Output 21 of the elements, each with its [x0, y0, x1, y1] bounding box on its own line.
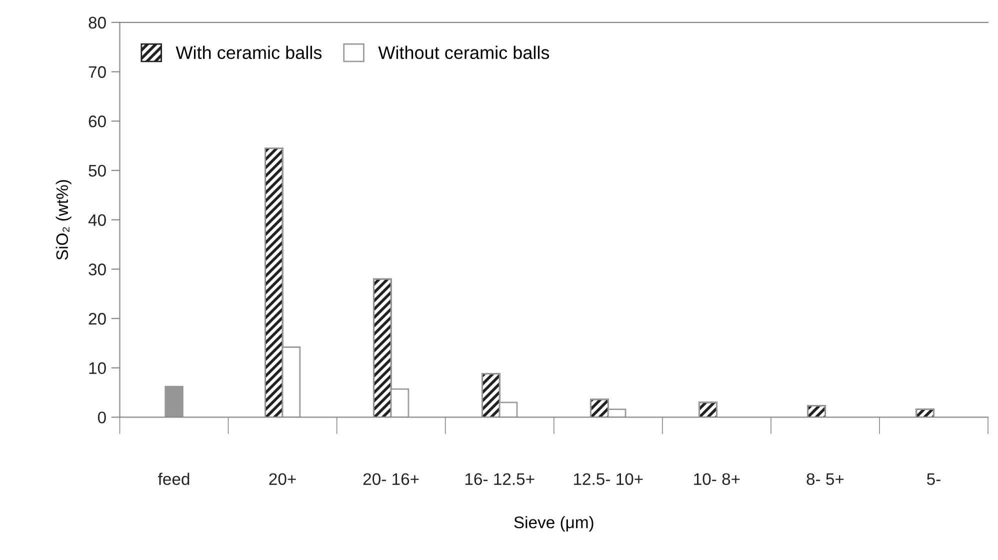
x-tick-label: 12.5- 10+ [574, 473, 643, 485]
x-tick-label: 8- 5+ [806, 473, 844, 485]
y-tick-label: 60 [88, 116, 106, 128]
y-tick-label: 40 [88, 214, 106, 226]
y-tick-label: 10 [89, 362, 106, 374]
y-axis-title: SiO₂ (wt%) [56, 180, 72, 260]
x-tick-label: 20+ [269, 473, 296, 485]
y-tick-label: 0 [98, 412, 106, 424]
legend-label: Without ceramic balls [378, 46, 550, 60]
x-tick-label: feed [158, 472, 190, 485]
y-tick-label: 20 [88, 312, 106, 325]
y-tick-label: 50 [88, 164, 106, 177]
x-tick-label: 16- 12.5+ [465, 473, 534, 485]
x-tick-label: 5- [927, 473, 940, 485]
y-tick-label: 30 [88, 264, 106, 276]
y-tick-label: 70 [88, 66, 106, 78]
x-tick-label: 20- 16+ [363, 473, 419, 485]
x-axis-title: Sieve (μm) [514, 516, 594, 532]
legend-label: With ceramic balls [176, 46, 322, 60]
x-tick-label: 10- 8+ [694, 473, 740, 485]
y-tick-label: 80 [88, 16, 106, 29]
